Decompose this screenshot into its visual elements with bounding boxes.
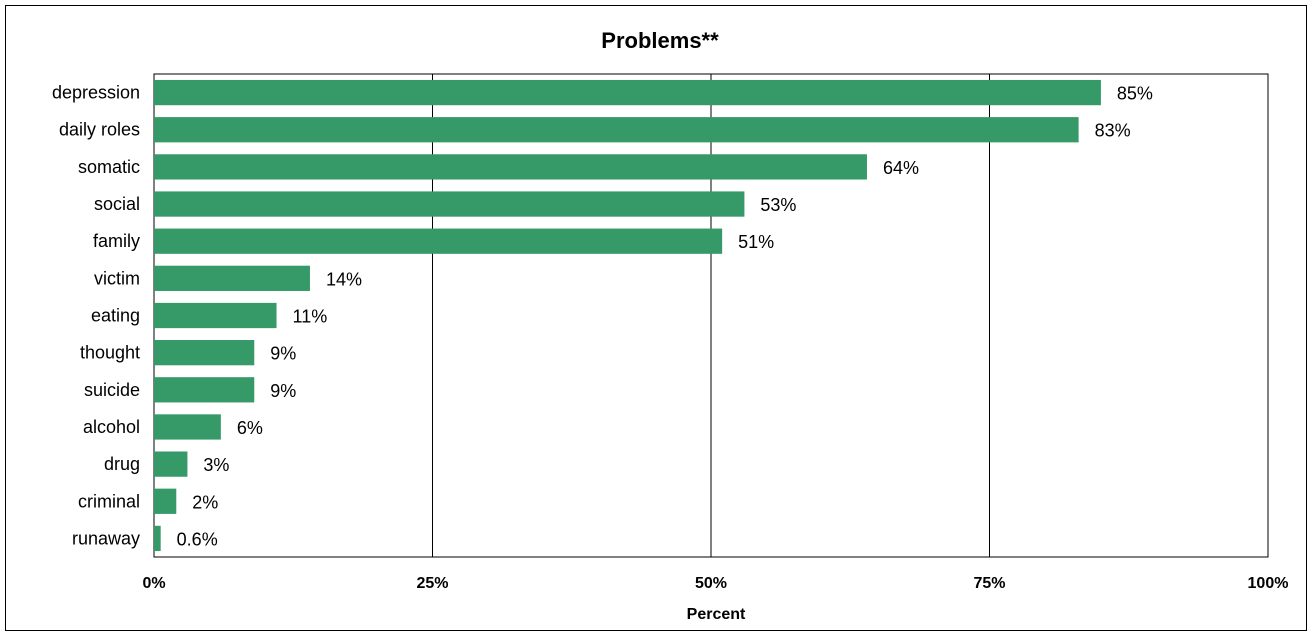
category-label: eating <box>91 306 140 326</box>
value-labels: 85% 83% 64% 53% 51% 14% 11% 9% 9% 6% 3% 2% 0.6% <box>177 84 1153 550</box>
bar-alcohol <box>154 414 221 440</box>
bar-thought <box>154 340 255 366</box>
bar-runaway <box>154 525 161 552</box>
chart-title: Problems** <box>601 28 719 53</box>
category-label: drug <box>104 454 140 474</box>
x-tick-label: 100% <box>1248 575 1289 592</box>
bar-suicide <box>154 377 255 403</box>
bar-family <box>154 228 723 254</box>
bar-somatic <box>154 154 867 180</box>
gridlines <box>432 74 990 557</box>
value-label: 3% <box>203 455 229 475</box>
chart-frame: Problems** depression daily roles somatic s… <box>5 5 1307 631</box>
x-axis-title: Percent <box>687 606 746 623</box>
category-label: alcohol <box>83 417 140 437</box>
value-label: 6% <box>237 418 263 438</box>
category-label: thought <box>80 343 140 363</box>
bars <box>154 79 1101 552</box>
category-label: criminal <box>78 491 140 511</box>
category-label: social <box>94 194 140 214</box>
category-label: somatic <box>78 157 140 177</box>
x-tick-label: 75% <box>973 575 1005 592</box>
category-label: suicide <box>84 380 140 400</box>
bar-criminal <box>154 488 177 514</box>
category-labels: depression daily roles somatic social family… <box>52 83 140 549</box>
category-label: runaway <box>72 528 140 548</box>
value-label: 0.6% <box>177 529 218 549</box>
x-tick-label: 0% <box>142 575 165 592</box>
bar-victim <box>154 265 310 291</box>
bar-eating <box>154 302 277 329</box>
bar-daily-roles <box>154 117 1079 143</box>
value-label: 85% <box>1117 84 1153 104</box>
value-label: 53% <box>760 195 796 215</box>
value-label: 64% <box>883 158 919 178</box>
category-label: daily roles <box>59 120 140 140</box>
value-label: 14% <box>326 269 362 289</box>
x-tick-labels: 0% 25% 50% 75% 100% <box>142 575 1288 592</box>
category-label: family <box>93 231 140 251</box>
category-label: victim <box>94 268 140 288</box>
value-label: 11% <box>293 307 328 327</box>
x-tick-label: 50% <box>695 575 727 592</box>
x-tick-label: 25% <box>416 575 448 592</box>
bar-depression <box>154 79 1101 106</box>
chart-svg: Problems** depression daily roles somatic s… <box>52 28 1289 623</box>
category-label: depression <box>52 83 140 103</box>
bar-drug <box>154 451 188 477</box>
value-label: 2% <box>192 492 218 512</box>
value-label: 9% <box>270 344 296 364</box>
value-label: 9% <box>270 381 296 401</box>
value-label: 51% <box>738 232 774 252</box>
bar-social <box>154 191 745 217</box>
value-label: 83% <box>1095 121 1131 141</box>
